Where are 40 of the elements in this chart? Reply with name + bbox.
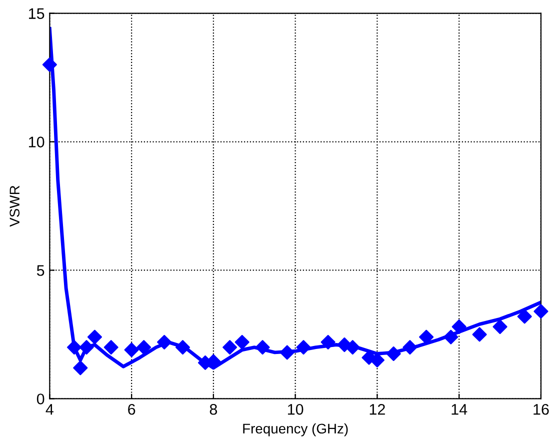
y-tick-label: 5: [36, 265, 44, 276]
point: [157, 334, 172, 350]
point: [370, 352, 384, 368]
x-tick-label: 16: [534, 404, 549, 415]
point: [104, 340, 118, 355]
point: [79, 340, 94, 355]
point: [517, 309, 532, 324]
point: [492, 319, 508, 334]
point: [280, 345, 294, 360]
point: [234, 334, 250, 350]
y-tick-label: 15: [28, 8, 44, 19]
point: [402, 340, 418, 355]
y-tick-label: 10: [28, 136, 44, 148]
point: [73, 360, 88, 376]
point: [452, 319, 466, 334]
point: [136, 340, 152, 355]
point: [296, 340, 311, 355]
x-axis-title: Frequency (GHz): [243, 423, 348, 436]
y-axis-title: VSWR: [10, 186, 20, 227]
point: [419, 330, 434, 344]
x-tick-label: 12: [370, 404, 385, 415]
point: [255, 340, 270, 355]
point: [320, 334, 336, 350]
x-tick-label: 10: [288, 404, 304, 415]
point: [444, 330, 458, 344]
x-tick-label: 14: [452, 404, 468, 415]
point: [345, 340, 360, 355]
x-tick-label: 6: [128, 404, 136, 415]
point: [42, 57, 57, 72]
point: [175, 340, 190, 355]
point: [87, 330, 102, 344]
x-tick-label: 4: [46, 404, 54, 415]
point: [534, 304, 548, 319]
x-tick-label: 8: [210, 404, 218, 415]
point: [222, 340, 238, 355]
point: [386, 346, 401, 362]
point: [66, 340, 82, 355]
point: [472, 327, 487, 342]
y-tick-label: 0: [36, 394, 44, 404]
point: [124, 342, 139, 358]
